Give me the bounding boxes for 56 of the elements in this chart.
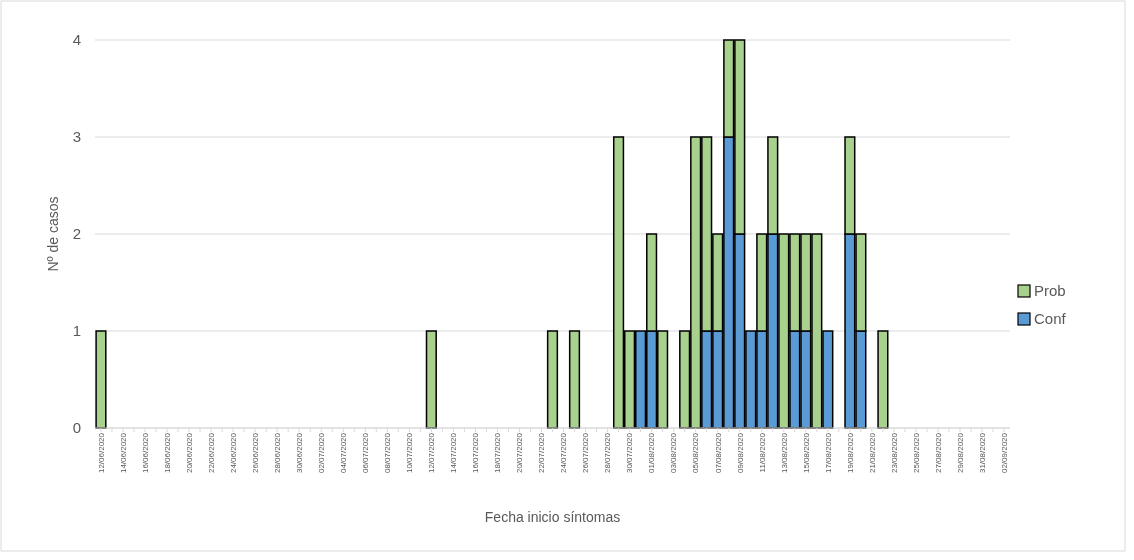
x-tick-label: 28/07/2020 xyxy=(603,432,613,474)
x-tick-label: 26/06/2020 xyxy=(250,432,260,474)
x-tick-label: 17/08/2020 xyxy=(823,432,833,474)
x-tick-label: 26/07/2020 xyxy=(581,432,591,474)
x-tick-label: 14/06/2020 xyxy=(118,432,128,474)
x-tick-label: 18/07/2020 xyxy=(493,432,503,474)
x-tick-label: 22/07/2020 xyxy=(537,432,547,474)
x-tick-label: 12/06/2020 xyxy=(96,432,106,474)
x-tick-label: 20/07/2020 xyxy=(515,432,525,474)
x-tick-label: 20/06/2020 xyxy=(184,432,194,474)
y-tick-label: 3 xyxy=(72,128,81,146)
x-tick-label: 03/08/2020 xyxy=(669,432,679,474)
x-tick-label: 16/07/2020 xyxy=(471,432,481,474)
x-tick-label: 02/09/2020 xyxy=(999,432,1009,474)
x-tick-label: 31/08/2020 xyxy=(977,432,987,474)
x-tick-label: 21/08/2020 xyxy=(867,432,877,474)
x-tick-label: 24/06/2020 xyxy=(228,432,238,474)
x-tick-label: 28/06/2020 xyxy=(272,432,282,474)
x-tick-label: 30/07/2020 xyxy=(625,432,635,474)
x-tick-label: 22/06/2020 xyxy=(206,432,216,474)
x-tick-label: 10/07/2020 xyxy=(405,432,415,474)
x-tick-label: 01/08/2020 xyxy=(647,432,657,474)
x-tick-label: 05/08/2020 xyxy=(691,432,701,474)
y-axis-title: Nº de casos xyxy=(45,196,61,272)
x-tick-label: 24/07/2020 xyxy=(559,432,569,474)
x-tick-label: 23/08/2020 xyxy=(889,432,899,474)
x-tick-label: 30/06/2020 xyxy=(294,432,304,474)
y-tick-label: 2 xyxy=(72,225,81,243)
bar xyxy=(546,330,559,429)
legend-label: Prob xyxy=(1034,282,1066,300)
x-tick-label: 11/08/2020 xyxy=(757,432,767,473)
x-tick-label: 07/08/2020 xyxy=(713,432,723,474)
bar xyxy=(425,330,437,429)
x-tick-label: 08/07/2020 xyxy=(383,432,393,474)
legend-label: Conf xyxy=(1034,310,1067,328)
x-tick-label: 09/08/2020 xyxy=(735,432,745,474)
x-tick-label: 25/08/2020 xyxy=(911,432,921,474)
x-tick-label: 13/08/2020 xyxy=(779,432,789,474)
x-tick-label: 06/07/2020 xyxy=(361,432,371,474)
bar xyxy=(568,330,581,429)
x-tick-label: 12/07/2020 xyxy=(427,432,437,474)
x-tick-label: 18/06/2020 xyxy=(162,432,172,474)
x-tick-label: 02/07/2020 xyxy=(317,432,327,474)
bar xyxy=(95,330,107,429)
y-tick-label: 4 xyxy=(72,31,81,49)
x-tick-label: 04/07/2020 xyxy=(339,432,349,474)
x-tick-label: 19/08/2020 xyxy=(845,432,855,474)
x-tick-label: 16/06/2020 xyxy=(140,432,150,474)
x-axis-title: Fecha inicio síntomas xyxy=(484,509,621,525)
x-tick-label: 27/08/2020 xyxy=(933,432,943,474)
bar xyxy=(877,330,889,429)
y-tick-label: 1 xyxy=(72,322,81,340)
x-tick-label: 14/07/2020 xyxy=(449,432,459,474)
x-tick-label: 29/08/2020 xyxy=(955,432,965,474)
y-tick-label: 0 xyxy=(72,419,81,437)
x-tick-label: 15/08/2020 xyxy=(801,432,811,474)
